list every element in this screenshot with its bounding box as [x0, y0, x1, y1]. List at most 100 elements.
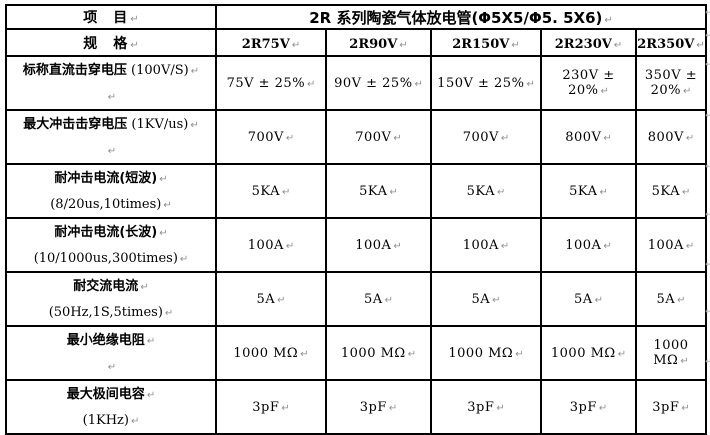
line-break-mark-icon: ↵: [681, 186, 691, 198]
line-break-mark-icon: ↵: [291, 40, 301, 51]
line-break-mark-icon: ↵: [146, 390, 156, 401]
line-break-mark-icon: ↵: [393, 132, 402, 144]
spec-value-cell: 100A ↵: [215, 217, 327, 273]
line-break-mark-icon: ↵: [107, 146, 117, 157]
spec-value: 3pF: [652, 399, 680, 415]
spec-value-cell: 75V ± 25% ↵: [215, 55, 327, 111]
spec-value: 700V: [247, 129, 284, 145]
spec-value-cell: 800V ↵: [540, 109, 637, 165]
spec-value-cell: 5KA ↵: [540, 163, 637, 219]
spec-value: 100A: [355, 237, 392, 253]
line-break-mark-icon: ↵: [281, 402, 290, 414]
line-break-mark-icon: ↵: [140, 282, 149, 293]
line-break-mark-icon: ↵: [190, 66, 200, 77]
row-end-mark-icon: ↵: [705, 307, 710, 317]
spec-value-cell: 5A ↵: [215, 271, 327, 327]
line-break-mark-icon: ↵: [414, 78, 423, 90]
row-end-mark-icon: ↵: [705, 8, 710, 18]
spec-value: 5A: [363, 291, 383, 307]
spec-value: 800V: [647, 129, 684, 145]
row-label-cn: 最大极间电容: [66, 387, 145, 402]
spec-value-cell: 1000 MΩ ↵: [635, 325, 707, 381]
spec-value-cell: 90V ± 25% ↵: [325, 55, 432, 111]
line-break-mark-icon: ↵: [600, 86, 609, 97]
row-label-cn: 最大冲击击穿电压: [23, 117, 128, 132]
row-ac-current: 耐交流电流 ↵ (50Hz,1S,5times) ↵ 5A ↵ 5A ↵ 5A ↵ 5A ↵…: [5, 271, 707, 327]
spec-value: 1000 MΩ: [448, 345, 514, 361]
line-break-mark-icon: ↵: [130, 14, 139, 25]
spec-value: 5KA: [466, 183, 495, 199]
row-end-mark-icon: ↵: [705, 111, 710, 121]
line-break-mark-icon: ↵: [159, 174, 168, 185]
spec-value-cell: 3pF ↵: [215, 379, 327, 435]
row-label-cell: 最小绝缘电阻 ↵ ↵: [5, 325, 217, 381]
spec-value: 100A: [647, 237, 684, 253]
spec-value: 3pF: [359, 399, 387, 415]
spec-value: 5KA: [651, 183, 680, 199]
row-end-mark-icon: ↵: [705, 60, 710, 70]
spec-value-cell: 5KA ↵: [325, 163, 432, 219]
spec-value-cell: 700V ↵: [325, 109, 432, 165]
spec-value: 1000 MΩ: [653, 338, 689, 368]
spec-value: 150V ± 25%: [437, 75, 525, 91]
line-break-mark-icon: ↵: [164, 308, 174, 319]
model-name: 2R90V: [349, 37, 398, 52]
model-header-cell-2r150v: 2R150V ↵: [430, 28, 542, 57]
spec-value-cell: 5A ↵: [540, 271, 637, 327]
spec-value-cell: 5A ↵: [430, 271, 542, 327]
line-break-mark-icon: ↵: [599, 186, 608, 198]
line-break-mark-icon: ↵: [496, 402, 505, 414]
row-label-cell: 耐冲击电流(短波) ↵ (8/20us,10times) ↵: [5, 163, 217, 219]
spec-value-cell: 100A ↵: [325, 217, 432, 273]
spec-value-cell: 1000 MΩ ↵: [325, 325, 432, 381]
model-name: 2R350V: [637, 37, 695, 52]
line-break-mark-icon: ↵: [107, 362, 117, 373]
spec-value: 100A: [247, 237, 284, 253]
spec-value-cell: 3pF ↵: [540, 379, 637, 435]
row-label-cn: 最小绝缘电阻: [66, 333, 145, 348]
line-break-mark-icon: ↵: [603, 240, 612, 252]
spec-value-cell: 1000 MΩ ↵: [215, 325, 327, 381]
spec-value: 5KA: [569, 183, 598, 199]
line-break-mark-icon: ↵: [285, 132, 295, 144]
row-min-insulation-resistance: 最小绝缘电阻 ↵ ↵ 1000 MΩ ↵ 1000 MΩ ↵ 1000 MΩ ↵ 100…: [5, 325, 707, 381]
row-label-cell: 耐冲击电流(长波) ↵ (10/1000us,300times) ↵: [5, 217, 217, 273]
line-break-mark-icon: ↵: [677, 294, 686, 306]
line-break-mark-icon: ↵: [604, 14, 613, 26]
row-label-cell: 最大极间电容 ↵ (1KHz) ↵: [5, 379, 217, 435]
line-break-mark-icon: ↵: [393, 240, 402, 252]
line-break-mark-icon: ↵: [613, 40, 623, 51]
spec-value-cell: 3pF ↵: [430, 379, 542, 435]
spec-value-cell: 230V ± 20% ↵: [540, 55, 637, 111]
row-label-cell: 耐交流电流 ↵ (50Hz,1S,5times) ↵: [5, 271, 217, 327]
spec-value: 75V ± 25%: [226, 75, 306, 91]
spec-value: 100A: [462, 237, 499, 253]
model-name: 2R150V: [452, 37, 510, 52]
spec-value: 5A: [256, 291, 276, 307]
line-break-mark-icon: ↵: [407, 348, 417, 360]
line-break-mark-icon: ↵: [190, 120, 199, 131]
spec-value: 700V: [355, 129, 392, 145]
model-header-cell-2r75v: 2R75V ↵: [215, 28, 327, 57]
spec-value: 1000 MΩ: [340, 345, 406, 361]
line-break-mark-icon: ↵: [603, 132, 612, 144]
spec-value-cell: 5A ↵: [635, 271, 707, 327]
line-break-mark-icon: ↵: [526, 78, 535, 90]
series-title: 2R 系列陶瓷气体放电管(Φ5X5/Φ5. 5X6): [309, 8, 603, 27]
spec-value-cell: 5A ↵: [325, 271, 432, 327]
line-break-mark-icon: ↵: [617, 348, 627, 360]
spec-value-cell: 350V ± 20% ↵: [635, 55, 707, 111]
row-end-mark-icon: ↵: [705, 357, 710, 367]
line-break-mark-icon: ↵: [511, 40, 520, 51]
row-impulse-current-long-wave: 耐冲击电流(长波) ↵ (10/1000us,300times) ↵ 100A ↵ 1…: [5, 217, 707, 273]
row-impulse-breakdown-voltage: 最大冲击击穿电压 (1KV/us) ↵ ↵ 700V ↵ 700V ↵ 700V ↵ 8…: [5, 109, 707, 165]
line-break-mark-icon: ↵: [594, 294, 604, 306]
row-max-capacitance: 最大极间电容 ↵ (1KHz) ↵ 3pF ↵ 3pF ↵ 3pF ↵ 3pF ↵ 3pF ↵: [5, 379, 707, 435]
spec-value: 350V ± 20%: [644, 68, 698, 98]
row-end-mark-icon: ↵: [705, 210, 710, 220]
item-header-label: 项 目: [83, 10, 129, 26]
spec-value-cell: 3pF ↵: [325, 379, 432, 435]
row-label-cn: 标称直流击穿电压: [22, 63, 127, 78]
header-row-item: 项 目 ↵ 2R 系列陶瓷气体放电管(Φ5X5/Φ5. 5X6) ↵: [5, 4, 707, 30]
line-break-mark-icon: ↵: [680, 356, 689, 367]
